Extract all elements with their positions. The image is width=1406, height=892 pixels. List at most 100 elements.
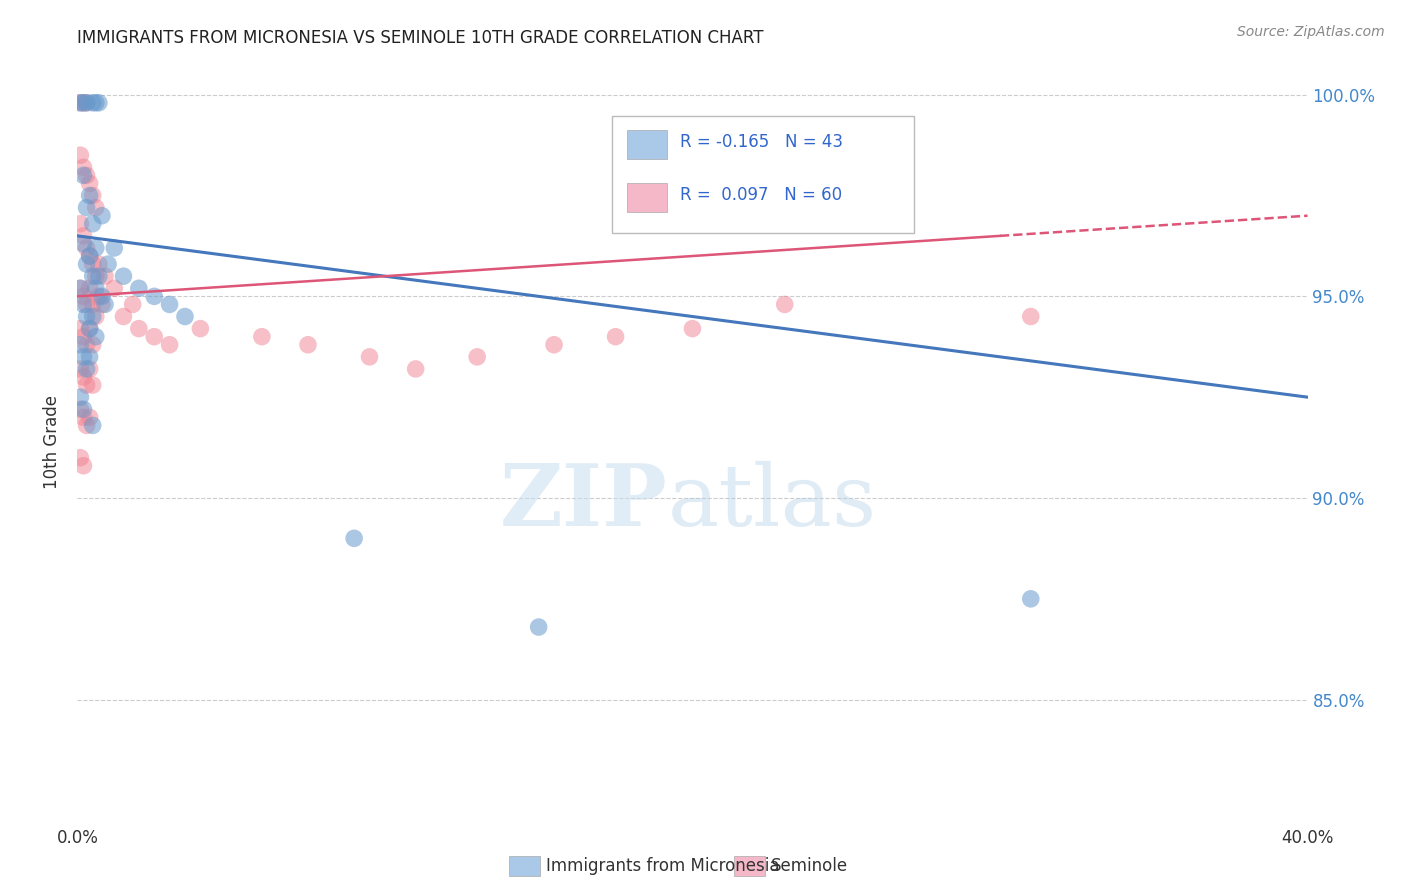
Point	[72, 161, 94, 175]
Point	[82, 257, 104, 271]
Point	[112, 310, 135, 324]
Point	[84, 95, 107, 110]
Point	[72, 228, 94, 243]
Point	[76, 201, 98, 215]
Point	[84, 241, 107, 255]
Point	[94, 297, 117, 311]
Point	[72, 297, 94, 311]
Point	[90, 289, 114, 303]
Point	[90, 209, 114, 223]
Text: IMMIGRANTS FROM MICRONESIA VS SEMINOLE 10TH GRADE CORRELATION CHART: IMMIGRANTS FROM MICRONESIA VS SEMINOLE 1…	[77, 29, 763, 47]
Point	[72, 169, 94, 183]
Point	[82, 95, 104, 110]
Point	[1019, 310, 1042, 324]
Point	[69, 148, 91, 162]
Point	[87, 289, 110, 303]
Point	[82, 310, 104, 324]
Point	[69, 321, 91, 335]
Point	[76, 378, 98, 392]
Point	[188, 321, 212, 335]
Point	[87, 95, 110, 110]
Text: atlas: atlas	[668, 460, 877, 544]
Point	[76, 337, 98, 351]
Point	[297, 337, 319, 351]
Point	[359, 350, 381, 364]
Point	[174, 310, 197, 324]
Point	[76, 297, 98, 311]
Point	[82, 378, 104, 392]
FancyBboxPatch shape	[613, 115, 914, 233]
Point	[804, 217, 827, 231]
Point	[250, 329, 273, 343]
Point	[69, 362, 91, 376]
Point	[69, 337, 91, 351]
Point	[76, 257, 98, 271]
Text: ZIP: ZIP	[501, 460, 668, 544]
Point	[682, 321, 704, 335]
Point	[82, 297, 104, 311]
Point	[343, 532, 366, 546]
FancyBboxPatch shape	[627, 183, 666, 211]
FancyBboxPatch shape	[627, 130, 666, 159]
Point	[79, 410, 101, 425]
Point	[76, 241, 98, 255]
Point	[82, 217, 104, 231]
Point	[82, 337, 104, 351]
Point	[773, 297, 796, 311]
Point	[76, 95, 98, 110]
Point	[72, 350, 94, 364]
Point	[76, 169, 98, 183]
Point	[87, 269, 110, 284]
Point	[72, 289, 94, 303]
Point	[87, 257, 110, 271]
Point	[121, 297, 143, 311]
Point	[79, 350, 101, 364]
Point	[69, 281, 91, 295]
Point	[84, 310, 107, 324]
Text: Seminole: Seminole	[770, 857, 848, 875]
Point	[84, 329, 107, 343]
Point	[69, 95, 91, 110]
Point	[72, 402, 94, 417]
Point	[79, 249, 101, 263]
Point	[79, 249, 101, 263]
Point	[128, 321, 150, 335]
Point	[84, 281, 107, 295]
Point	[79, 281, 101, 295]
Point	[76, 418, 98, 433]
Point	[69, 281, 91, 295]
Point	[103, 281, 125, 295]
Point	[112, 269, 135, 284]
Point	[79, 321, 101, 335]
Point	[159, 297, 181, 311]
Point	[69, 390, 91, 404]
Point	[72, 370, 94, 384]
Point	[82, 269, 104, 284]
Text: R =  0.097   N = 60: R = 0.097 N = 60	[681, 186, 842, 204]
Point	[72, 236, 94, 251]
Point	[76, 362, 98, 376]
Point	[82, 188, 104, 202]
Point	[543, 337, 565, 351]
Point	[103, 241, 125, 255]
Point	[465, 350, 488, 364]
Point	[69, 450, 91, 465]
Text: Immigrants from Micronesia: Immigrants from Micronesia	[546, 857, 779, 875]
Point	[405, 362, 427, 376]
Point	[79, 177, 101, 191]
Point	[69, 217, 91, 231]
Point	[605, 329, 627, 343]
Point	[72, 95, 94, 110]
Point	[69, 402, 91, 417]
Point	[76, 95, 98, 110]
Point	[84, 269, 107, 284]
Point	[72, 329, 94, 343]
Point	[90, 297, 114, 311]
Point	[79, 362, 101, 376]
Point	[159, 337, 181, 351]
Point	[69, 95, 91, 110]
Point	[143, 289, 166, 303]
Point	[94, 269, 117, 284]
Point	[97, 257, 120, 271]
Point	[84, 201, 107, 215]
